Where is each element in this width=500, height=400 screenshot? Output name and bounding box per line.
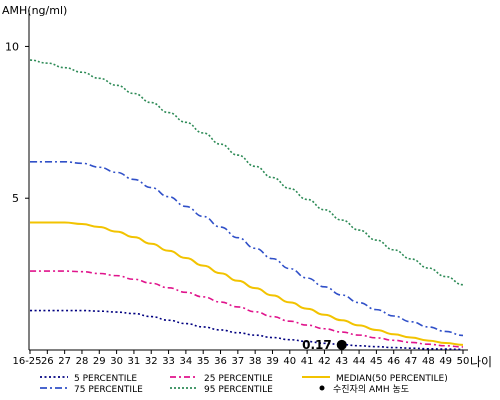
x-tick-label: 49 [439,356,452,367]
legend-label: 5 PERCENTILE [74,374,137,384]
series-line [30,160,464,337]
x-tick-label: 34 [180,356,193,367]
x-tick-label: 32 [145,356,158,367]
series-line [30,221,464,346]
x-tick-label: 29 [93,356,106,367]
x-tick-label: 37 [231,356,244,367]
series-line [30,309,464,351]
x-tick-label: 46 [387,356,400,367]
series-line [30,270,464,348]
legend-label: MEDIAN(50 PERCENTILE) [336,374,448,384]
patient-amh-label: 0.17 [302,338,332,352]
y-tick-label: 5 [12,192,19,205]
patient-amh-point [336,339,347,350]
y-axis-title: AMH(ng/ml) [2,4,67,17]
y-tick-label: 10 [5,40,19,53]
series-layer [29,59,464,351]
marker-layer: 0.17 [302,338,347,352]
series-line [29,59,464,286]
x-tick-label: 35 [197,356,210,367]
x-tick-label: 16-25 [12,356,41,367]
axes: 5 10 16-25 26 27 28 29 30 31 32 33 34 35 36 37 38 39 40 41… [5,10,469,367]
legend-label: 75 PERCENTILE [74,385,143,395]
x-tick-label: 50 [457,356,470,367]
x-tick-label: 44 [353,356,366,367]
x-tick-label: 39 [266,356,279,367]
x-tick-label: 41 [301,356,314,367]
x-axis-title: 나이 [470,355,492,369]
x-tick-label: 48 [422,356,435,367]
x-tick-label: 40 [283,356,296,367]
x-tick-label: 30 [110,356,123,367]
legend-swatch [319,385,325,391]
x-tick-label: 47 [405,356,418,367]
x-tick-label: 28 [76,356,89,367]
x-tick-label: 27 [58,356,71,367]
legend-label: 95 PERCENTILE [204,385,273,395]
x-tick-label: 43 [335,356,348,367]
x-tick-label: 45 [370,356,383,367]
x-tick-label: 38 [249,356,262,367]
x-tick-label: 36 [214,356,227,367]
x-tick-label: 33 [162,356,175,367]
legend-label: 수진자의 AMH 농도 [333,384,409,395]
x-tick-label: 31 [128,356,141,367]
x-tick-label: 26 [41,356,54,367]
legend-label: 25 PERCENTILE [204,374,273,384]
x-tick-label: 42 [318,356,331,367]
